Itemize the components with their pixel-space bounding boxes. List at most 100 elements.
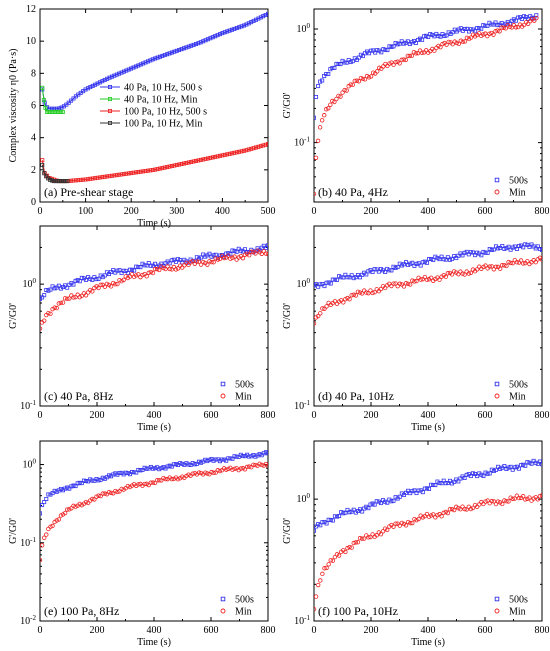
data-point bbox=[265, 251, 268, 257]
data-point bbox=[393, 59, 398, 65]
data-point bbox=[393, 521, 398, 526]
data-point bbox=[343, 272, 348, 277]
data-point bbox=[251, 18, 256, 23]
data-point bbox=[410, 260, 415, 265]
plot-frame bbox=[39, 8, 269, 203]
data-point bbox=[191, 42, 196, 47]
data-point bbox=[342, 87, 347, 93]
data-point bbox=[95, 81, 100, 86]
data-point bbox=[150, 270, 156, 276]
data-point bbox=[181, 161, 186, 166]
data-point bbox=[217, 468, 223, 474]
data-point bbox=[349, 545, 354, 550]
data-point bbox=[207, 259, 212, 264]
data-point bbox=[355, 540, 361, 545]
data-point bbox=[401, 41, 406, 46]
data-point bbox=[334, 61, 339, 66]
data-point bbox=[162, 53, 167, 58]
data-point bbox=[40, 511, 43, 516]
data-point bbox=[368, 288, 373, 293]
data-point bbox=[502, 263, 507, 268]
data-point bbox=[71, 96, 76, 101]
data-point bbox=[217, 256, 223, 262]
data-point bbox=[458, 26, 463, 31]
data-point bbox=[381, 47, 386, 52]
data-point bbox=[119, 70, 124, 75]
data-point bbox=[481, 249, 486, 254]
data-point bbox=[399, 57, 404, 63]
data-point bbox=[159, 466, 164, 471]
data-point bbox=[320, 520, 325, 525]
data-point bbox=[362, 77, 368, 82]
data-point bbox=[462, 506, 467, 512]
data-point bbox=[387, 44, 392, 49]
data-point bbox=[215, 257, 220, 262]
data-point bbox=[102, 491, 108, 496]
data-point bbox=[487, 471, 492, 476]
legend-marker bbox=[108, 85, 113, 90]
x-tick-label: 400 bbox=[147, 410, 162, 421]
data-point bbox=[535, 497, 541, 502]
data-point bbox=[133, 170, 138, 175]
data-point bbox=[371, 48, 376, 53]
data-point bbox=[424, 511, 430, 517]
series-1 bbox=[314, 15, 539, 197]
data-point bbox=[148, 263, 153, 268]
y-tick-label: 10-1 bbox=[294, 136, 310, 149]
data-point bbox=[375, 69, 380, 74]
data-point bbox=[56, 283, 61, 288]
data-point bbox=[502, 246, 507, 251]
data-point bbox=[412, 516, 417, 522]
data-point bbox=[157, 478, 162, 483]
data-point bbox=[470, 250, 475, 255]
y-tick-label: 8 bbox=[31, 68, 36, 79]
data-point bbox=[117, 278, 122, 283]
data-point bbox=[403, 281, 409, 286]
data-point bbox=[464, 507, 469, 512]
data-point bbox=[360, 509, 365, 514]
data-point bbox=[420, 260, 425, 265]
data-point bbox=[184, 160, 189, 165]
data-point bbox=[441, 257, 446, 262]
data-point bbox=[109, 173, 114, 178]
data-point bbox=[493, 501, 499, 507]
data-point bbox=[424, 33, 429, 38]
data-point bbox=[360, 272, 365, 277]
data-point bbox=[345, 275, 350, 280]
data-point bbox=[358, 507, 363, 512]
data-point bbox=[84, 478, 89, 483]
data-point bbox=[495, 23, 500, 28]
data-point bbox=[445, 255, 450, 260]
data-point bbox=[46, 526, 51, 532]
data-point bbox=[385, 48, 390, 53]
data-point bbox=[403, 523, 409, 528]
data-point bbox=[221, 255, 227, 261]
data-point bbox=[234, 454, 239, 459]
data-point bbox=[443, 257, 448, 262]
data-point bbox=[424, 277, 430, 283]
data-point bbox=[508, 260, 513, 266]
data-point bbox=[520, 261, 526, 266]
data-point bbox=[523, 242, 528, 247]
data-point bbox=[370, 70, 376, 75]
data-point bbox=[510, 496, 515, 501]
x-tick-label: 800 bbox=[535, 625, 550, 636]
data-point bbox=[239, 149, 244, 154]
data-point bbox=[119, 271, 124, 276]
data-point bbox=[512, 257, 518, 263]
data-point bbox=[177, 162, 182, 167]
data-point bbox=[258, 144, 263, 149]
data-point bbox=[366, 290, 371, 296]
data-point bbox=[152, 266, 158, 272]
data-point bbox=[209, 469, 214, 475]
data-point bbox=[253, 462, 258, 468]
y-tick-label: 10-1 bbox=[294, 614, 310, 627]
data-point bbox=[186, 262, 191, 268]
data-point bbox=[496, 464, 501, 469]
data-point bbox=[90, 176, 95, 181]
data-point bbox=[525, 259, 530, 264]
data-point bbox=[540, 462, 542, 467]
data-point bbox=[537, 459, 542, 464]
data-point bbox=[368, 74, 374, 79]
